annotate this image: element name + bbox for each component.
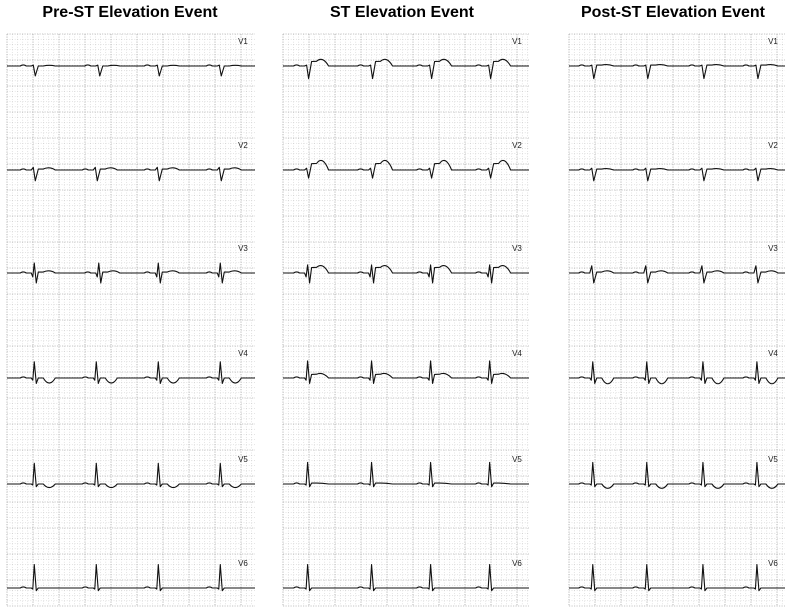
lead-label: V1	[238, 37, 248, 46]
lead-v5: V5	[569, 455, 785, 489]
lead-label: V3	[512, 244, 522, 253]
lead-v5: V5	[283, 455, 529, 488]
ecg-trace	[569, 564, 785, 592]
ecg-trace	[7, 64, 255, 77]
lead-v2: V2	[7, 141, 255, 182]
ecg-trace	[569, 265, 785, 284]
lead-label: V6	[238, 559, 248, 568]
lead-label: V5	[512, 455, 522, 464]
lead-label: V1	[512, 37, 522, 46]
panel-title-post-st: Post-ST Elevation Event	[580, 4, 766, 21]
lead-v1: V1	[283, 37, 529, 80]
lead-v3: V3	[283, 244, 529, 284]
panel-title-st: ST Elevation Event	[329, 4, 475, 21]
lead-v3: V3	[569, 244, 785, 284]
ecg-trace	[283, 58, 529, 80]
lead-label: V1	[768, 37, 778, 46]
lead-v4: V4	[7, 349, 255, 384]
lead-v6: V6	[283, 559, 529, 592]
ecg-trace	[569, 63, 785, 80]
ecg-trace	[7, 166, 255, 182]
ecg-panel-1: V1 V2 V3 V4 V5 V6	[282, 33, 529, 607]
ecg-trace	[7, 462, 255, 489]
ecg-grid	[282, 33, 529, 607]
ecg-trace	[283, 159, 529, 179]
lead-v6: V6	[569, 559, 785, 592]
lead-label: V5	[238, 455, 248, 464]
ecg-grid	[6, 33, 255, 607]
ecg-panel-2: V1 V2 V3 V4 V5 V6	[568, 33, 785, 607]
ecg-trace	[569, 361, 785, 385]
lead-v1: V1	[7, 37, 255, 77]
ecg-trace	[569, 167, 785, 182]
ecg-panel-0: V1 V2 V3 V4 V5 V6	[6, 33, 255, 607]
lead-v3: V3	[7, 244, 255, 284]
ecg-trace	[7, 262, 255, 284]
lead-label: V3	[238, 244, 248, 253]
lead-label: V6	[768, 559, 778, 568]
lead-label: V6	[512, 559, 522, 568]
ecg-trace	[283, 264, 529, 284]
lead-v2: V2	[283, 141, 529, 179]
lead-label: V4	[512, 349, 522, 358]
lead-label: V2	[238, 141, 248, 150]
panel-title-pre-st: Pre-ST Elevation Event	[42, 4, 218, 21]
lead-v4: V4	[569, 349, 785, 385]
lead-label: V4	[768, 349, 778, 358]
lead-v1: V1	[569, 37, 785, 80]
lead-label: V3	[768, 244, 778, 253]
lead-label: V4	[238, 349, 248, 358]
lead-v4: V4	[283, 349, 529, 384]
ecg-trace	[569, 461, 785, 489]
lead-label: V5	[768, 455, 778, 464]
ecg-trace	[283, 360, 529, 384]
ecg-grid	[568, 33, 785, 607]
lead-v5: V5	[7, 455, 255, 489]
ecg-trace	[283, 461, 529, 488]
ecg-trace	[283, 564, 529, 592]
lead-label: V2	[512, 141, 522, 150]
lead-v6: V6	[7, 559, 255, 592]
lead-label: V2	[768, 141, 778, 150]
ecg-trace	[7, 361, 255, 384]
ecg-trace	[7, 564, 255, 592]
lead-v2: V2	[569, 141, 785, 182]
